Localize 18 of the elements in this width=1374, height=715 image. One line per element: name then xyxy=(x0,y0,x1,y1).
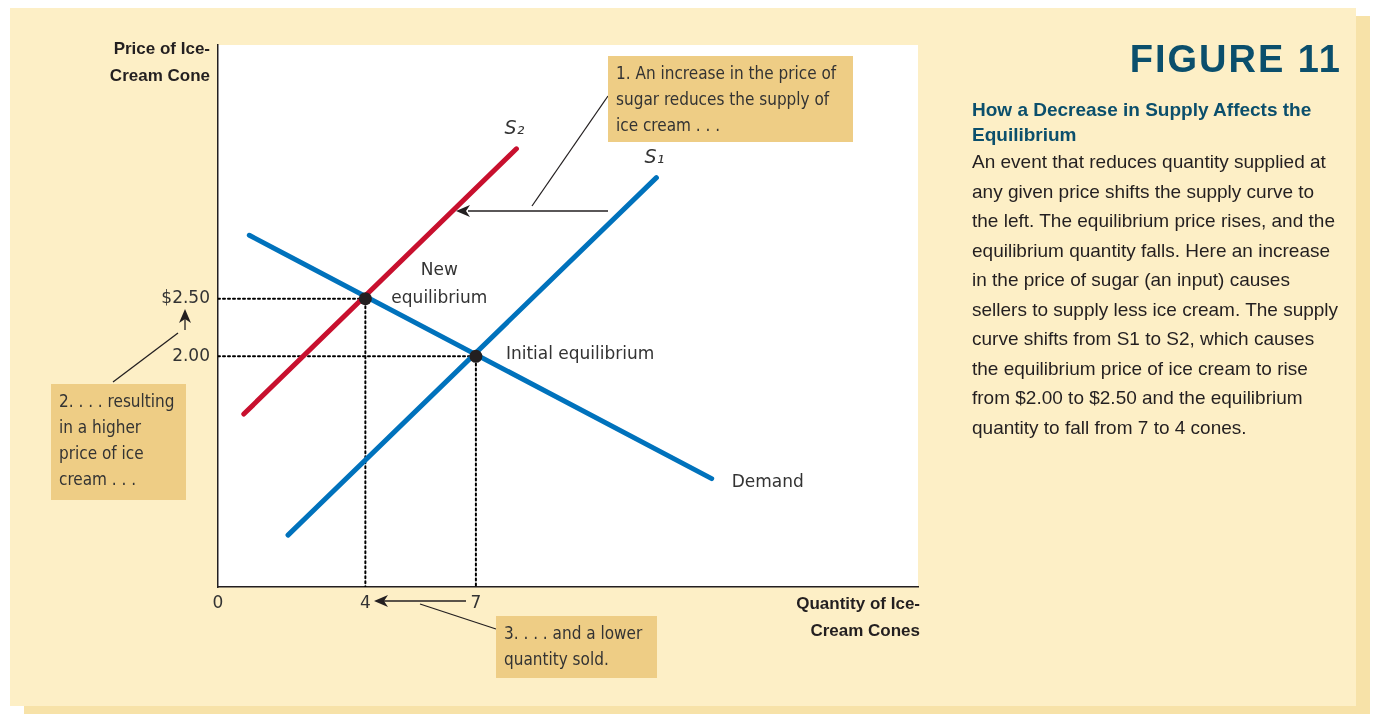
y-axis-title: Price of Ice-Cream Cone xyxy=(108,38,210,87)
text: How a Decrease in Supply Affects the Equilibrium xyxy=(972,98,1313,147)
series-label: Demand xyxy=(731,471,804,492)
text: 3. . . . and a lower quantity sold. xyxy=(496,616,657,678)
y-tick-label: $2.50 xyxy=(161,287,210,308)
x-axis-title: Quantity of Ice-Cream Cones xyxy=(795,593,920,642)
annotation: 1. An increase in the price of sugar reduces the supply of ice cream . . . xyxy=(608,56,853,142)
x-tick-label: 0 xyxy=(212,591,224,612)
text: 2. . . . resulting in a higher price of ice cream . . . xyxy=(51,384,186,500)
series-label: S₁ xyxy=(644,144,665,167)
x-tick-label: 4 xyxy=(359,591,371,612)
x-tick-label: 7 xyxy=(470,591,482,612)
annotation: New equilibrium xyxy=(391,259,488,308)
series-label: S₂ xyxy=(504,115,525,138)
text: An event that reduces quantity supplied at any given price shifts the supply curve to the left. The equilibrium price rises, and the equilibrium quantity falls. Here an increase in the price of sugar (an input) causes sellers to supply less ice cream. The supply curve shifts from S1 to S2, which causes the equilibrium price of ice cream to rise from $2.00 to $2.50 and the equilibrium quantity to fall from 7 to 4 cones. xyxy=(972,151,1339,438)
y-tick-label: 2.00 xyxy=(172,344,210,365)
text: FIGURE 11 xyxy=(1128,38,1342,81)
annotation: Initial equilibrium xyxy=(505,342,655,363)
